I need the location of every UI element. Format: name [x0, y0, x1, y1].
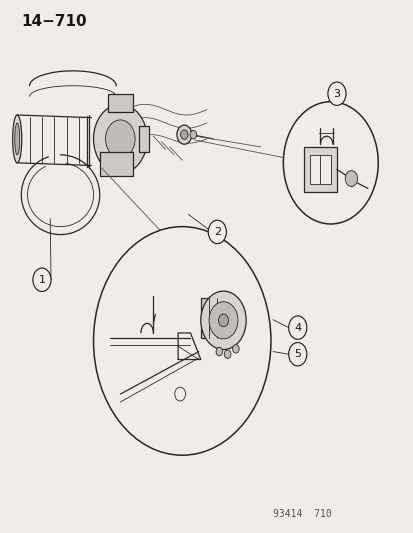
Circle shape: [216, 348, 222, 356]
Circle shape: [190, 131, 196, 139]
Text: 5: 5: [294, 349, 301, 359]
Circle shape: [174, 387, 185, 401]
Circle shape: [282, 102, 377, 224]
Circle shape: [288, 316, 306, 340]
Text: 1: 1: [38, 275, 45, 285]
Circle shape: [232, 345, 239, 353]
Circle shape: [224, 350, 230, 359]
Bar: [309, 155, 330, 184]
Circle shape: [93, 227, 270, 455]
Circle shape: [208, 220, 226, 244]
Circle shape: [288, 343, 306, 366]
Circle shape: [209, 302, 237, 339]
Bar: [108, 94, 133, 112]
Circle shape: [180, 130, 188, 140]
Text: 3: 3: [332, 88, 339, 99]
Ellipse shape: [13, 115, 22, 163]
Text: 4: 4: [294, 322, 301, 333]
Circle shape: [200, 291, 246, 350]
Bar: [100, 152, 133, 176]
Circle shape: [105, 120, 135, 158]
Text: 2: 2: [213, 227, 221, 237]
Circle shape: [33, 268, 51, 292]
Ellipse shape: [15, 123, 20, 155]
Text: 93414  710: 93414 710: [272, 509, 330, 519]
Circle shape: [218, 314, 228, 327]
Circle shape: [93, 104, 147, 173]
Bar: [303, 147, 336, 192]
Text: 14−710: 14−710: [21, 14, 87, 29]
Bar: [139, 126, 149, 152]
Circle shape: [327, 82, 345, 106]
Circle shape: [344, 171, 357, 187]
Bar: [200, 298, 223, 338]
Circle shape: [176, 125, 191, 144]
